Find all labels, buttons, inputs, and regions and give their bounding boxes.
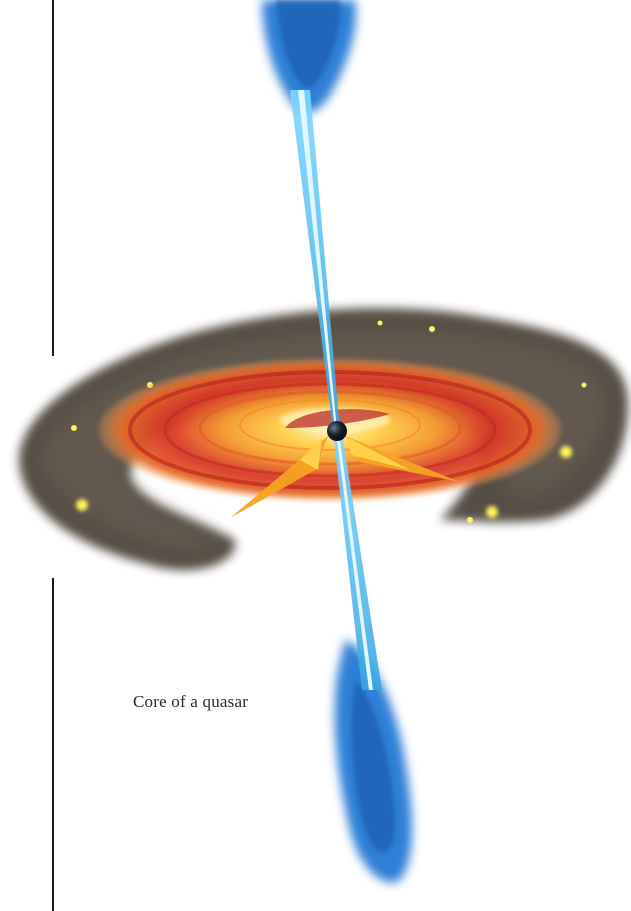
- margin-rule-top: [52, 0, 54, 356]
- jet-lobe-top: [262, 0, 356, 113]
- ionization-cones: [230, 436, 460, 518]
- figure-caption: Core of a quasar: [133, 692, 249, 711]
- star-knots: [71, 320, 587, 523]
- jet-beams: [290, 90, 382, 690]
- black-hole-icon: [327, 421, 347, 441]
- margin-rule-bottom: [52, 578, 54, 911]
- jet-lobe-bottom: [334, 640, 412, 883]
